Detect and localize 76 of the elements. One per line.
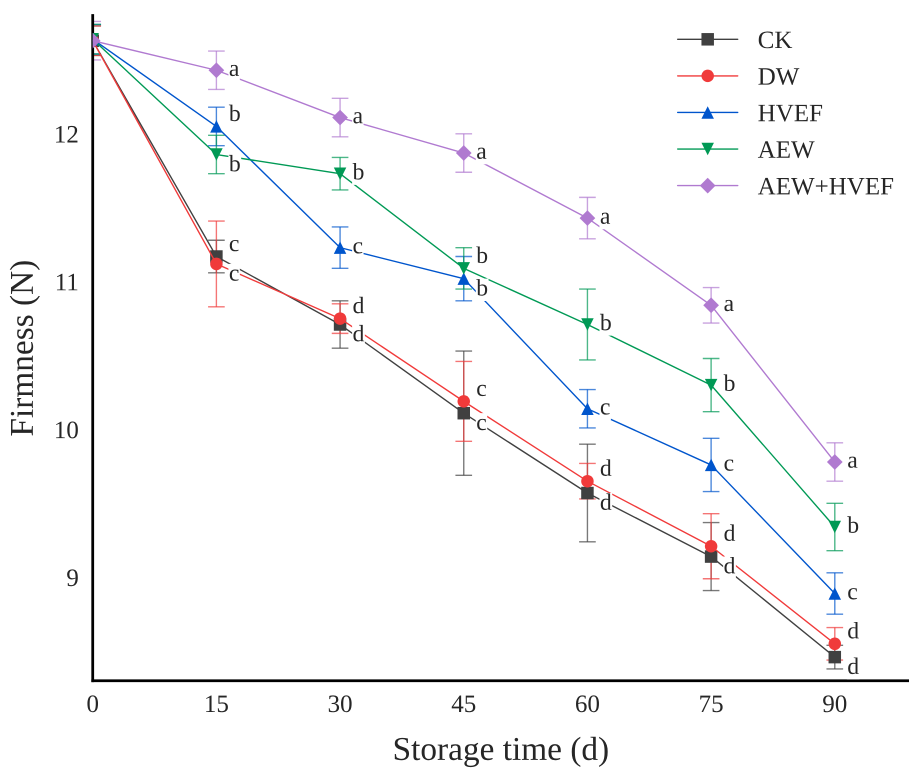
- x-tick-label: 75: [700, 696, 723, 712]
- point: [458, 406, 470, 420]
- annotation: d: [848, 658, 859, 674]
- legend-label: AEW+HVEF: [758, 178, 894, 195]
- point: [580, 210, 596, 226]
- annotation: b: [847, 516, 858, 533]
- annotation: d: [600, 493, 612, 510]
- annotation: b: [476, 246, 488, 264]
- point: [704, 540, 718, 552]
- annotation: a: [477, 148, 486, 159]
- annotation: c: [230, 270, 239, 281]
- point: [458, 272, 470, 285]
- point: [210, 148, 223, 161]
- point: [458, 262, 470, 275]
- x-axis-title: Storage time (d): [394, 736, 608, 768]
- legend-label: CK: [758, 32, 792, 48]
- legend-label: AEW: [758, 141, 815, 158]
- point: [828, 587, 842, 600]
- x-tick-label: 45: [452, 696, 476, 712]
- point: [332, 110, 348, 126]
- legend-label: HVEF: [758, 104, 822, 122]
- annotation: b: [476, 279, 488, 296]
- annotation: d: [600, 459, 612, 476]
- annotation: c: [600, 403, 610, 415]
- y-tick-label: 10: [56, 422, 78, 438]
- annotation: b: [600, 314, 611, 330]
- y-tick-label: 12: [56, 126, 78, 142]
- annotation: c: [230, 240, 239, 252]
- annotation: b: [228, 104, 240, 122]
- point: [334, 241, 346, 254]
- x-tick-label: 30: [328, 695, 352, 712]
- annotation: a: [724, 300, 734, 312]
- annotation: b: [228, 154, 240, 172]
- point: [828, 520, 842, 534]
- point: [704, 458, 718, 472]
- point: [456, 145, 472, 161]
- annotation: c: [848, 588, 858, 600]
- x-tick-label: 15: [206, 695, 228, 712]
- annotation: c: [477, 418, 486, 430]
- annotation: a: [848, 456, 858, 468]
- annotation: d: [724, 524, 736, 542]
- annotation: a: [230, 64, 240, 76]
- x-tick-label: 0: [87, 695, 98, 712]
- point: [208, 62, 224, 78]
- x-tick-label: 60: [576, 695, 599, 712]
- y-tick-label: 11: [56, 274, 78, 290]
- annotation: b: [724, 374, 735, 392]
- point: [826, 454, 843, 470]
- annotation: a: [600, 212, 610, 224]
- annotation: c: [477, 384, 486, 396]
- point: [210, 258, 223, 270]
- point: [458, 395, 470, 408]
- point: [828, 650, 842, 664]
- point: [581, 402, 594, 416]
- annotation: c: [353, 242, 362, 254]
- point: [703, 297, 719, 314]
- point: [704, 550, 718, 563]
- point: [581, 486, 594, 500]
- point: [581, 318, 594, 331]
- annotation: a: [353, 112, 363, 124]
- point: [581, 474, 594, 488]
- y-tick-label: 9: [67, 569, 78, 586]
- legend-label: DW: [758, 68, 800, 86]
- annotation: d: [724, 556, 736, 574]
- x-tick-label: 90: [823, 695, 846, 712]
- annotation: b: [352, 163, 364, 180]
- point: [334, 167, 346, 180]
- y-axis-title: Firmness (N): [10, 261, 40, 436]
- annotation: d: [848, 622, 859, 639]
- point: [210, 120, 223, 133]
- point: [704, 378, 718, 392]
- annotation: d: [353, 324, 364, 342]
- annotation: d: [353, 296, 364, 314]
- point: [828, 638, 842, 650]
- annotation: c: [724, 459, 734, 471]
- point: [334, 312, 346, 325]
